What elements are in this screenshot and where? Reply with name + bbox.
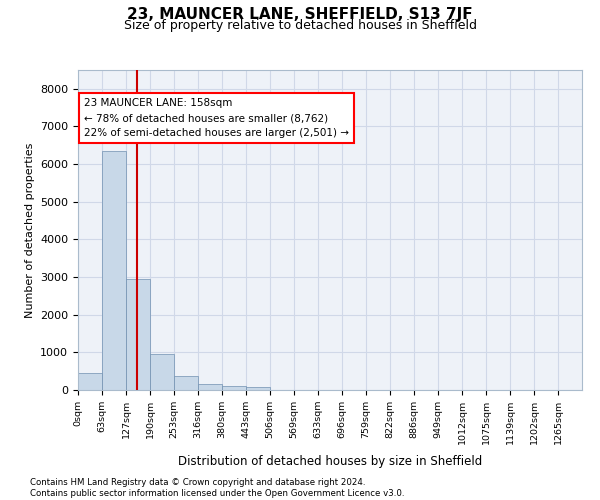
- Bar: [78, 373, 102, 390]
- Bar: [174, 376, 198, 390]
- Bar: [150, 354, 174, 390]
- Bar: [222, 386, 246, 390]
- Text: 23, MAUNCER LANE, SHEFFIELD, S13 7JF: 23, MAUNCER LANE, SHEFFIELD, S13 7JF: [127, 8, 473, 22]
- Text: Size of property relative to detached houses in Sheffield: Size of property relative to detached ho…: [124, 19, 476, 32]
- Bar: [198, 384, 222, 390]
- Y-axis label: Number of detached properties: Number of detached properties: [25, 142, 35, 318]
- Text: 23 MAUNCER LANE: 158sqm
← 78% of detached houses are smaller (8,762)
22% of semi: 23 MAUNCER LANE: 158sqm ← 78% of detache…: [84, 98, 349, 138]
- X-axis label: Distribution of detached houses by size in Sheffield: Distribution of detached houses by size …: [178, 455, 482, 468]
- Bar: [246, 387, 270, 390]
- Bar: [102, 151, 126, 390]
- Text: Contains HM Land Registry data © Crown copyright and database right 2024.
Contai: Contains HM Land Registry data © Crown c…: [30, 478, 404, 498]
- Bar: [126, 279, 150, 390]
